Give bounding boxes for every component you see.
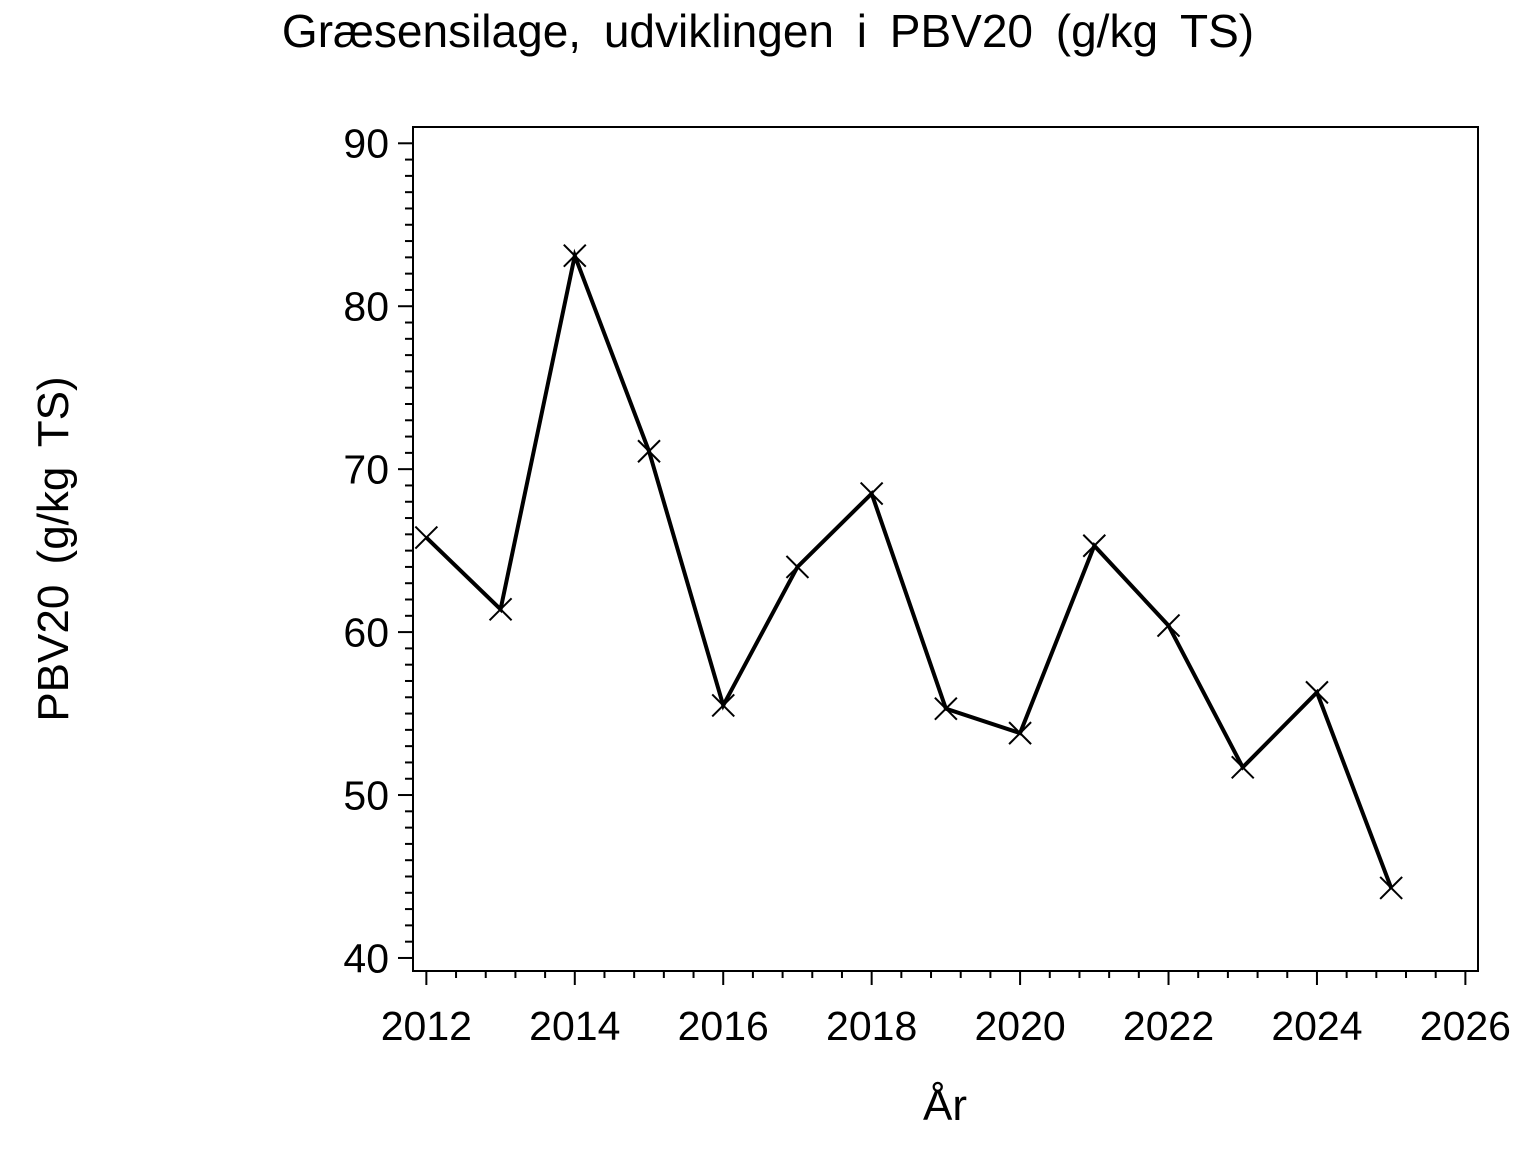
x-tick-label: 2018 xyxy=(826,1003,917,1049)
x-tick-label: 2022 xyxy=(1123,1003,1214,1049)
y-tick-label: 60 xyxy=(343,609,389,655)
data-point-marker xyxy=(1379,876,1403,900)
x-tick-label: 2014 xyxy=(529,1003,620,1049)
data-point-marker xyxy=(414,525,439,550)
data-point-marker xyxy=(934,696,958,721)
data-point-marker xyxy=(1231,755,1255,780)
data-point-marker xyxy=(859,481,884,506)
data-point-marker xyxy=(1008,721,1032,745)
y-tick-label: 90 xyxy=(343,121,389,167)
plot-frame xyxy=(412,126,1479,972)
data-point-marker xyxy=(488,597,513,621)
y-tick-label: 80 xyxy=(343,284,389,330)
data-point-marker xyxy=(1305,680,1329,705)
data-point-marker xyxy=(1156,613,1181,638)
data-point-marker xyxy=(785,555,810,579)
y-tick-label: 50 xyxy=(343,772,389,818)
data-point-marker xyxy=(1082,534,1107,558)
x-tick-label: 2020 xyxy=(974,1003,1065,1049)
y-tick-label: 70 xyxy=(343,447,389,493)
y-tick-label: 40 xyxy=(343,935,389,981)
series-line xyxy=(424,248,1394,889)
x-tick-label: 2016 xyxy=(678,1003,769,1049)
data-point-marker xyxy=(711,693,735,718)
data-point-marker xyxy=(563,244,587,268)
x-tick-label: 2012 xyxy=(381,1003,472,1049)
x-tick-label: 2024 xyxy=(1271,1003,1362,1049)
x-tick-label: 2026 xyxy=(1420,1003,1511,1049)
data-point-marker xyxy=(637,439,661,463)
x-axis-title: År xyxy=(923,1081,967,1130)
chart-title: Græsensilage, udviklingen i PBV20 (g/kg … xyxy=(281,5,1255,57)
